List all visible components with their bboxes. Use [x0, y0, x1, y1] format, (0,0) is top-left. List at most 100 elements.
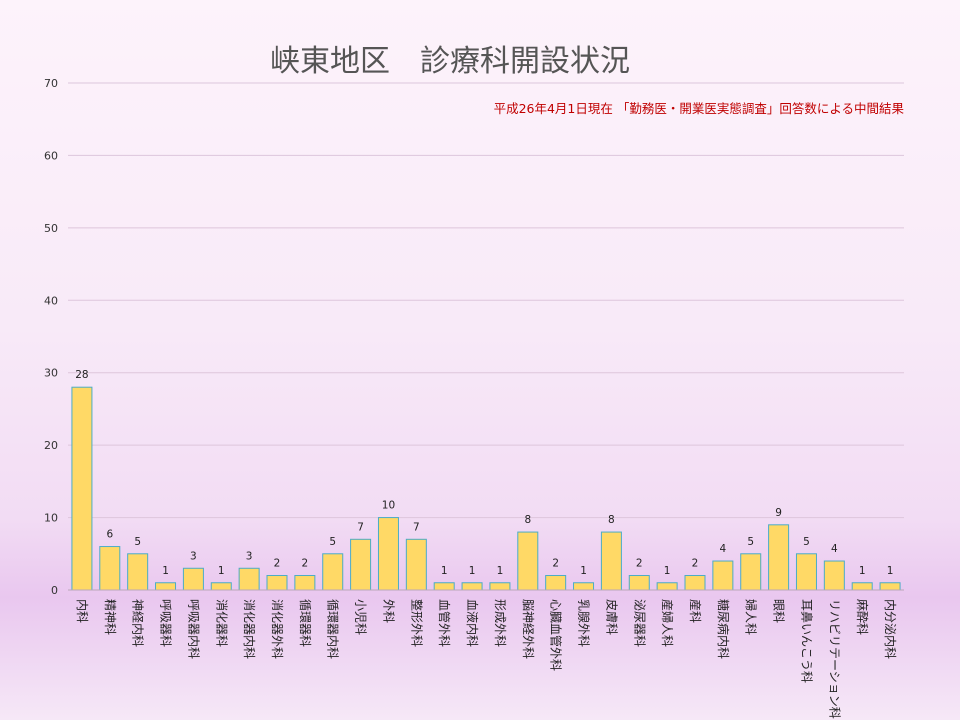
x-tick-label: 皮膚科: [604, 599, 619, 635]
x-tick-label: 内科: [75, 599, 89, 623]
bar: [294, 575, 316, 591]
x-tick-label: 消化器内科: [242, 599, 256, 659]
data-label: 2: [552, 558, 559, 570]
bar: [266, 575, 288, 591]
y-tick-label: 70: [44, 77, 58, 90]
data-label: 4: [720, 543, 727, 555]
bar: [322, 553, 344, 591]
data-label: 1: [664, 565, 671, 577]
y-tick-label: 0: [51, 584, 58, 597]
x-tick-label: 血管外科: [437, 599, 452, 647]
x-tick-label: 眼科: [772, 599, 786, 623]
y-tick-label: 40: [44, 294, 58, 307]
data-label: 2: [692, 558, 699, 570]
bar: [377, 517, 399, 591]
x-axis-labels: 内科 精神科 神経内科 呼吸器科 呼吸器内科 消化器科 消化器内科 消化器外科 循環器科 循環器内…: [75, 599, 897, 719]
y-tick-label: 10: [44, 512, 58, 525]
x-tick-label: 内分泌内科: [883, 599, 897, 659]
chart-title: 峡東地区 診療科開設状況: [270, 44, 630, 79]
y-axis-ticks: 0 10 20 30 40 50 60 70: [44, 77, 58, 597]
data-labels: 28 6 5 1 3 1 3 2 2 5 7 10 7 1 1 1 8 2 1 8 2 1 2 4 5 9 5 4 1 1: [75, 369, 893, 577]
x-tick-label: 心臓血管外科: [549, 599, 564, 671]
bar: [768, 524, 790, 591]
data-label: 1: [162, 565, 169, 577]
data-label: 5: [747, 536, 754, 548]
data-label: 8: [608, 514, 615, 526]
y-tick-label: 60: [44, 149, 58, 162]
x-tick-label: 消化器科: [214, 599, 228, 647]
bar: [740, 553, 762, 591]
bar: [238, 567, 260, 591]
data-label: 2: [274, 558, 281, 570]
y-tick-label: 30: [44, 367, 58, 380]
data-label: 1: [218, 565, 225, 577]
bar: [879, 582, 901, 591]
x-tick-label: 外科: [381, 599, 395, 623]
x-tick-label: 精神科: [103, 599, 117, 635]
data-label: 5: [134, 536, 141, 548]
bar: [182, 567, 204, 591]
x-tick-label: 循環器内科: [326, 599, 340, 659]
data-label: 1: [497, 565, 504, 577]
data-label: 2: [302, 558, 309, 570]
x-tick-label: 呼吸器内科: [186, 599, 200, 659]
data-label: 1: [887, 565, 894, 577]
x-tick-label: 麻酔科: [855, 599, 870, 635]
x-tick-label: 形成外科: [493, 599, 507, 647]
bar: [712, 560, 734, 591]
data-label: 2: [636, 558, 643, 570]
bar: [405, 538, 427, 591]
bar: [489, 582, 511, 591]
x-tick-label: 耳鼻いんこう科: [799, 599, 814, 683]
y-tick-label: 20: [44, 439, 58, 452]
bar: [99, 546, 121, 591]
bar: [795, 553, 817, 591]
bar: [656, 582, 678, 591]
x-tick-label: 小児科: [354, 599, 368, 635]
data-label: 8: [524, 514, 531, 526]
bar: [628, 575, 650, 591]
bar: [350, 538, 372, 591]
bar: [155, 582, 177, 591]
data-label: 7: [357, 521, 364, 533]
x-tick-label: 泌尿器科: [632, 599, 646, 647]
data-label: 3: [190, 550, 197, 562]
bars: [71, 386, 901, 591]
x-tick-label: 糖尿病内科: [716, 599, 731, 659]
data-label: 4: [831, 543, 838, 555]
bar: [127, 553, 149, 591]
data-label: 9: [775, 507, 782, 519]
x-tick-label: 循環器科: [298, 599, 312, 647]
bar: [517, 531, 539, 591]
data-label: 10: [382, 500, 395, 512]
x-tick-label: 整形外科: [409, 599, 424, 647]
data-label: 5: [803, 536, 810, 548]
x-tick-label: 産科: [688, 599, 703, 623]
bar: [71, 386, 93, 591]
bar: [823, 560, 845, 591]
data-label: 3: [246, 550, 253, 562]
data-label: 1: [441, 565, 448, 577]
bar: [461, 582, 483, 591]
x-tick-label: 消化器外科: [270, 599, 284, 659]
x-tick-label: 婦人科: [744, 599, 759, 635]
data-label: 6: [106, 529, 113, 541]
bar: [545, 575, 567, 591]
x-tick-label: 脳神経外科: [521, 599, 535, 659]
bar: [210, 582, 232, 591]
chart-subtitle: 平成26年4月1日現在 「勤務医・開業医実態調査」回答数による中間結果: [494, 101, 905, 116]
data-label: 7: [413, 521, 420, 533]
gridlines: [68, 82, 904, 519]
x-tick-label: リハビリテーション科: [827, 599, 841, 719]
bar: [573, 582, 595, 591]
x-tick-label: 乳腺外科: [577, 599, 591, 647]
bar: [600, 531, 622, 591]
data-label: 1: [580, 565, 587, 577]
data-label: 1: [859, 565, 866, 577]
y-tick-label: 50: [44, 222, 58, 235]
bar: [851, 582, 873, 591]
data-label: 5: [329, 536, 336, 548]
data-label: 28: [75, 369, 88, 381]
x-tick-label: 呼吸器科: [159, 599, 173, 647]
